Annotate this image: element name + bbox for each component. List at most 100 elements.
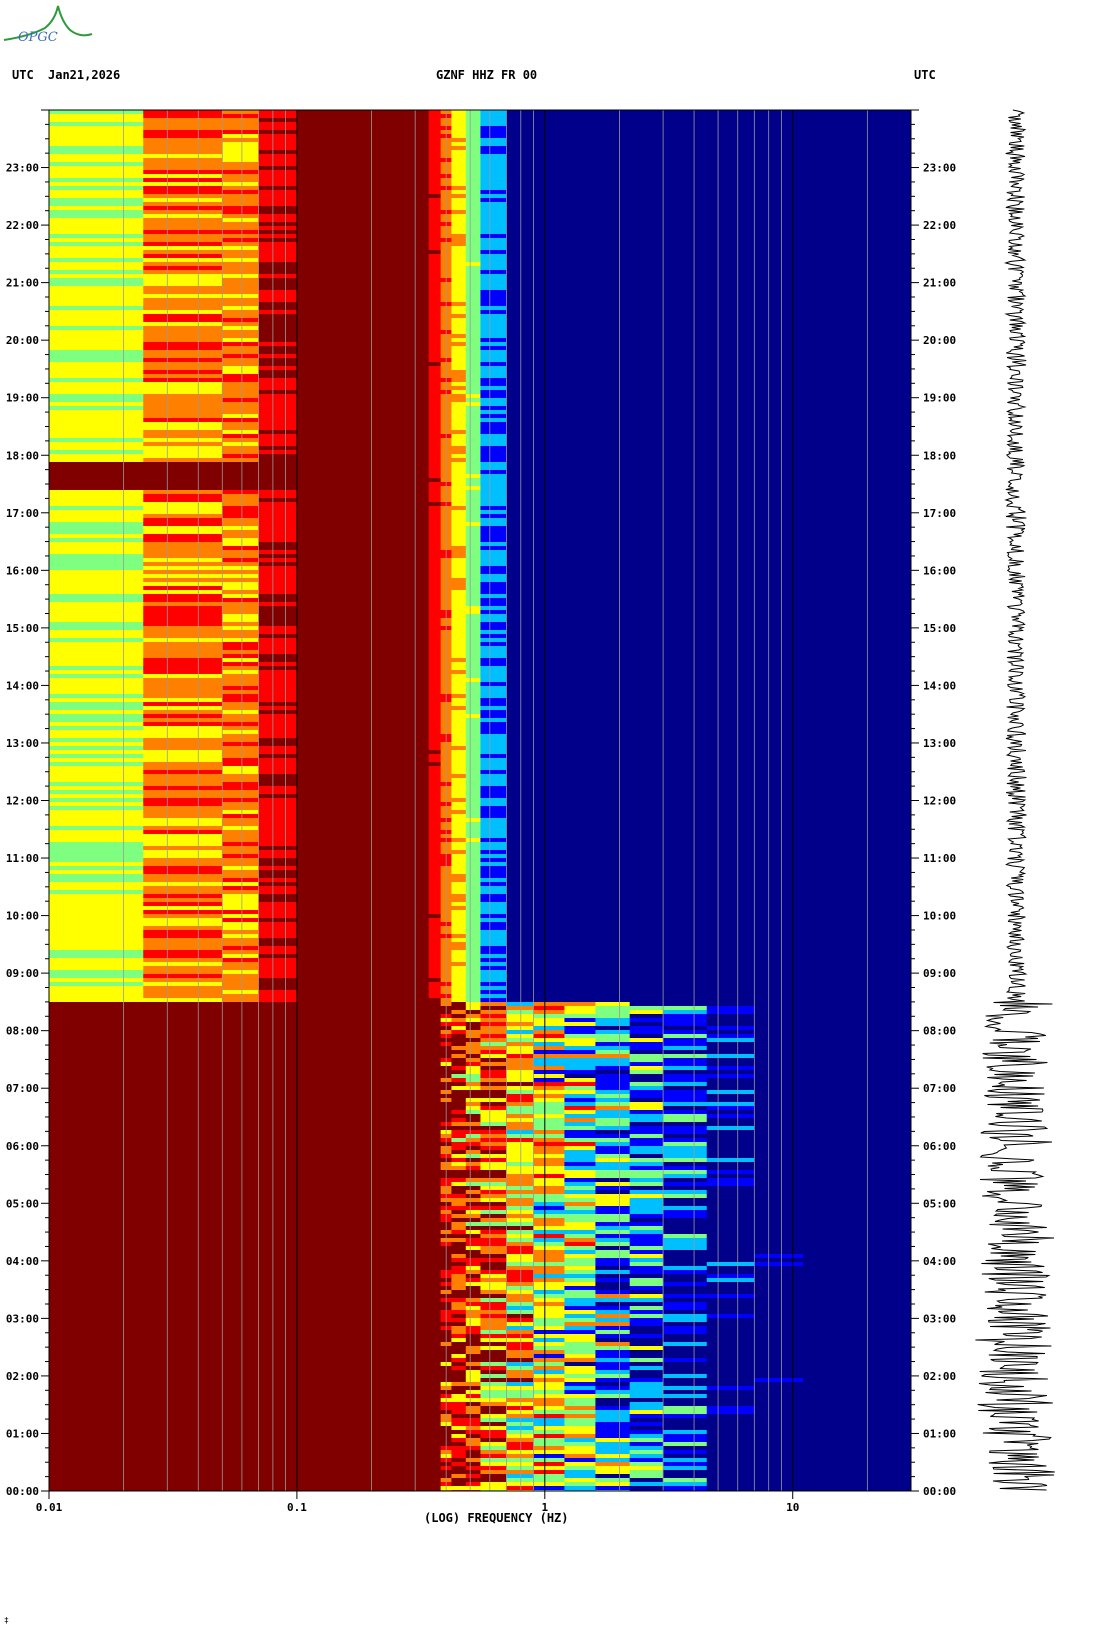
heatmap-cell [564,358,596,363]
heatmap-cell [415,642,430,647]
heatmap-cell [754,458,804,463]
heatmap-cell [706,122,755,127]
heatmap-cell [663,862,708,867]
heatmap-cell [533,930,565,935]
heatmap-cell [480,778,507,783]
heatmap-cell [533,590,565,595]
heatmap-cell [415,278,430,283]
heatmap-cell [143,502,223,507]
heatmap-cell [802,750,857,755]
heatmap-cell [506,942,534,947]
heatmap-cell [49,838,144,843]
heatmap-cell [533,654,565,659]
heatmap-cell [802,790,857,795]
heatmap-cell [506,1042,534,1047]
heatmap-cell [663,874,708,879]
heatmap-cell [222,134,260,139]
heatmap-cell [856,178,911,183]
heatmap-cell [480,854,507,859]
heatmap-cell [465,802,481,807]
heatmap-cell [258,462,298,467]
heatmap-cell [802,458,857,463]
heatmap-cell [564,118,596,123]
heatmap-cell [428,146,442,151]
heatmap-cell [754,206,804,211]
heatmap-cell [49,490,144,495]
heatmap-cell [706,626,755,631]
heatmap-cell [856,838,911,843]
heatmap-cell [428,758,442,763]
heatmap-cell [754,790,804,795]
heatmap-cell [258,198,298,203]
heatmap-cell [802,310,857,315]
heatmap-cell [564,726,596,731]
heatmap-cell [629,358,664,363]
heatmap-cell [415,770,430,775]
heatmap-cell [533,178,565,183]
heatmap-cell [802,454,857,459]
heatmap-cell [258,402,298,407]
heatmap-cell [143,550,223,555]
heatmap-cell [802,514,857,519]
heatmap-cell [533,374,565,379]
heatmap-cell [428,506,442,511]
heatmap-cell [629,406,664,411]
heatmap-cell [856,414,911,419]
heatmap-cell [506,366,534,371]
heatmap-cell [465,894,481,899]
heatmap-cell [802,410,857,415]
heatmap-cell [663,718,708,723]
heatmap-cell [415,766,430,771]
heatmap-cell [663,202,708,207]
heatmap-cell [706,582,755,587]
heatmap-cell [415,198,430,203]
heatmap-cell [802,338,857,343]
heatmap-cell [480,522,507,527]
heatmap-cell [754,878,804,883]
heatmap-cell [143,202,223,207]
heatmap-cell [465,410,481,415]
heatmap-cell [856,238,911,243]
heatmap-cell [143,570,223,575]
heatmap-cell [595,738,631,743]
heatmap-cell [222,858,260,863]
heatmap-cell [428,470,442,475]
heatmap-cell [564,534,596,539]
heatmap-cell [802,122,857,127]
heatmap-cell [451,1010,467,1015]
heatmap-cell [258,406,298,411]
heatmap-cell [480,806,507,811]
heatmap-cell [296,1022,416,1027]
heatmap-cell [428,318,442,323]
heatmap-cell [451,866,467,871]
heatmap-cell [258,414,298,419]
heatmap-cell [296,754,416,759]
heatmap-cell [533,906,565,911]
heatmap-cell [595,766,631,771]
heatmap-cell [222,890,260,895]
heatmap-cell [451,614,467,619]
heatmap-cell [802,218,857,223]
heatmap-cell [663,590,708,595]
heatmap-cell [595,366,631,371]
heatmap-cell [533,598,565,603]
heatmap-cell [629,730,664,735]
heatmap-cell [663,910,708,915]
heatmap-cell [706,394,755,399]
heatmap-cell [428,646,442,651]
heatmap-cell [564,1058,596,1063]
heatmap-cell [428,1058,442,1063]
heatmap-cell [706,238,755,243]
heatmap-cell [629,498,664,503]
heatmap-cell [480,598,507,603]
heatmap-cell [49,710,144,715]
heatmap-cell [465,386,481,391]
heatmap-cell [595,458,631,463]
heatmap-cell [706,762,755,767]
heatmap-cell [415,454,430,459]
heatmap-cell [415,162,430,167]
heatmap-cell [564,954,596,959]
heatmap-cell [533,726,565,731]
heatmap-cell [451,326,467,331]
heatmap-cell [465,358,481,363]
